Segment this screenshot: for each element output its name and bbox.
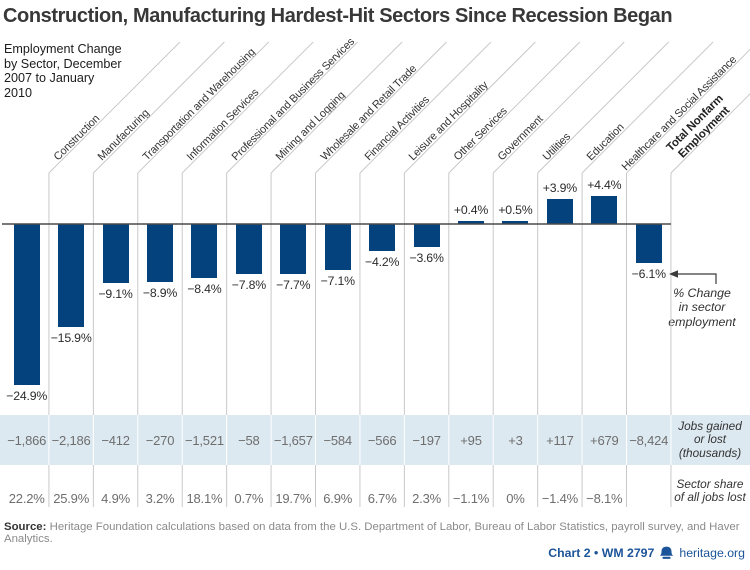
jobs-row-label: Jobs gained or lost (thousands) [678, 418, 742, 460]
page-title: Construction, Manufacturing Hardest-Hit … [3, 5, 673, 27]
share-cell: −8.1% [586, 491, 623, 506]
bar-value-label: −7.8% [231, 278, 266, 293]
jobs-cell: −584 [323, 433, 352, 448]
jobs-row-band [0, 415, 750, 465]
bar-value-label: −9.1% [98, 286, 133, 301]
bar-utilities [502, 220, 529, 224]
share-cell: 0.7% [234, 491, 264, 506]
bar-value-label: +4.4% [587, 177, 622, 192]
bar-healthcare-and-social-assistance [591, 195, 618, 224]
bar-value-label: −15.9% [50, 330, 92, 345]
share-cell: 4.9% [101, 491, 130, 506]
annotation-arrow [677, 273, 717, 284]
bar-total-nonfarm-employment [635, 224, 662, 264]
jobs-cell: −412 [101, 433, 130, 448]
bar-transportation-and-warehousing [102, 224, 129, 283]
jobs-cell: −1,521 [184, 433, 224, 448]
bar-value-label: −8.9% [142, 285, 178, 300]
chart-subtitle: Employment Change by Sector, December 20… [4, 42, 122, 101]
share-cell: 6.9% [323, 491, 353, 506]
share-cell: 2.3% [412, 491, 441, 506]
jobs-cell: −1,657 [273, 433, 313, 448]
share-cell: −1.1% [452, 491, 490, 506]
bar-leisure-and-hospitality [369, 224, 396, 252]
heritage-bell-icon [660, 546, 674, 559]
source-text: Heritage Foundation calculations based o… [4, 521, 740, 545]
jobs-cell: −2,186 [51, 433, 91, 448]
source-note: Source: Heritage Foundation calculations… [4, 521, 748, 545]
share-cell: 19.7% [275, 491, 312, 506]
bar-value-label: −24.9% [6, 389, 48, 404]
share-cell: 6.7% [367, 491, 397, 506]
jobs-cell: −58 [238, 433, 260, 448]
chart-reference: Chart 2 • WM 2797 [548, 546, 655, 560]
jobs-cell: −270 [145, 433, 175, 448]
share-cell: 25.9% [53, 491, 90, 506]
share-cell: 0% [506, 491, 525, 506]
bar-information-services [147, 224, 173, 282]
bar-government [458, 221, 484, 224]
bar-value-label: −8.4% [187, 282, 222, 297]
bar-value-label: −7.7% [276, 277, 311, 292]
bar-manufacturing [58, 224, 85, 327]
bar-value-label: +3.9% [542, 180, 577, 195]
bar-wholesale-and-retail-trade [280, 224, 307, 274]
footer-credit: Chart 2 • WM 2797 heritage.org [548, 546, 745, 560]
annotation-arrowhead [669, 270, 678, 278]
jobs-cell: −1,866 [7, 433, 47, 448]
bar-value-label: −7.1% [320, 273, 355, 288]
bar-financial-activities [324, 224, 351, 270]
share-row-label: Sector share of all jobs lost [674, 476, 746, 504]
share-cell: −1.4% [541, 491, 578, 506]
source-label: Source: [4, 521, 47, 533]
jobs-cell: +679 [590, 433, 619, 448]
jobs-cell: +3 [508, 433, 523, 448]
bar-mining-and-logging [235, 224, 262, 275]
jobs-cell: −197 [412, 433, 441, 448]
jobs-cell: −566 [367, 433, 397, 448]
bar-construction [13, 224, 40, 386]
bar-education [546, 198, 573, 224]
share-cell: 18.1% [186, 491, 223, 506]
bar-value-label: −6.1% [631, 267, 666, 282]
bar-professional-and-business-services [191, 224, 218, 279]
footer-site-link[interactable]: heritage.org [679, 546, 745, 560]
jobs-cell: +117 [546, 433, 574, 448]
share-cell: 22.2% [8, 491, 45, 506]
bar-value-label: +0.4% [453, 203, 489, 218]
bar-value-label: −4.2% [365, 255, 400, 270]
share-cell: 3.2% [145, 491, 175, 506]
annotation-pct-change: % Change in sector employment [668, 286, 736, 329]
jobs-cell: +95 [460, 433, 482, 448]
bar-value-label: +0.5% [498, 202, 533, 217]
bar-value-label: −3.6% [409, 251, 444, 266]
bar-other-services [413, 224, 440, 248]
jobs-cell: −8,424 [629, 433, 669, 448]
